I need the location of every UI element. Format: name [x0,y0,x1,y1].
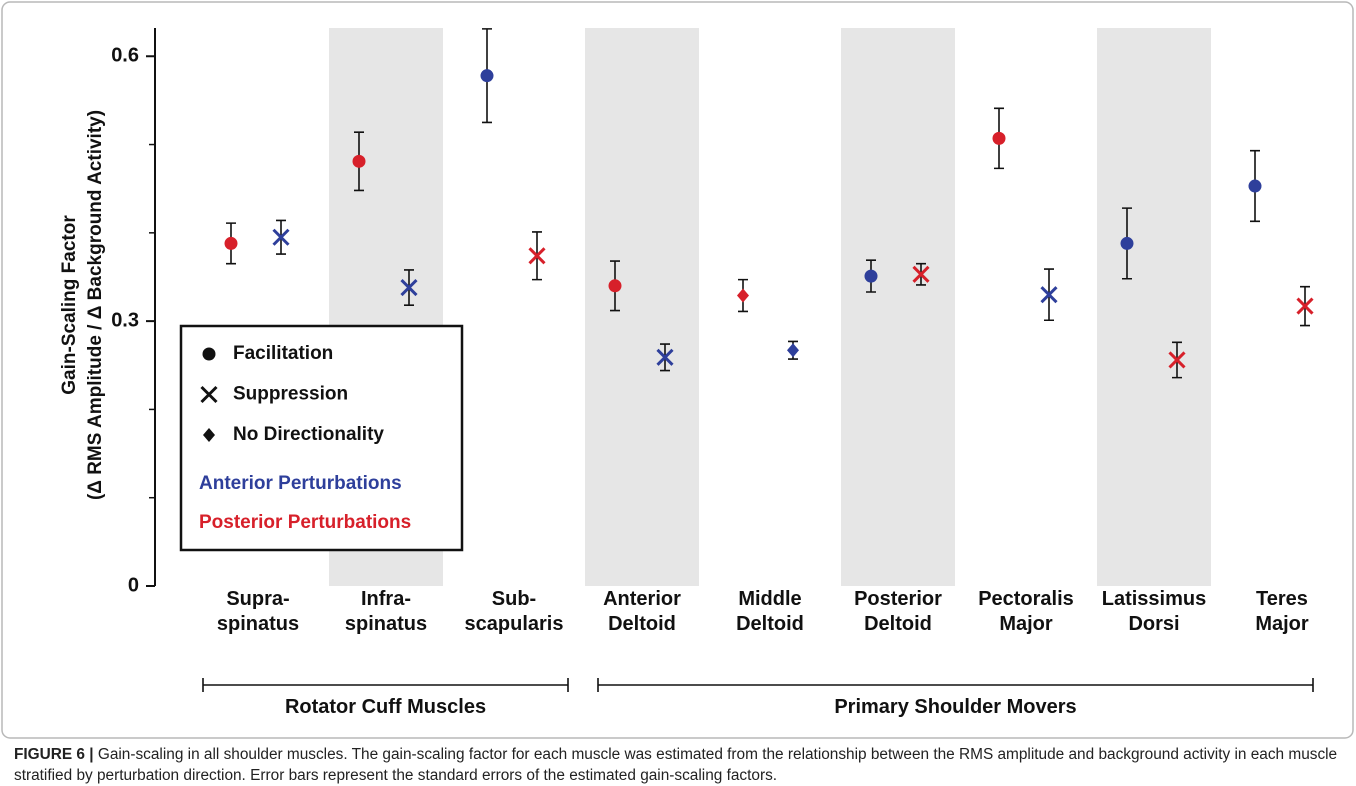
legend-label: Suppression [233,384,348,405]
legend-label: Anterior Perturbations [199,473,402,494]
caption-label: FIGURE 6 | [14,746,94,763]
marker-x [1040,286,1058,304]
caption: FIGURE 6 | Gain-scaling in all shoulder … [14,744,1339,786]
data-point [608,260,622,312]
marker-diamond [787,343,799,358]
y-axis-label: (Δ RMS Amplitude / Δ Background Activity… [85,110,106,500]
data-point [992,107,1006,170]
x-tick-label: Teres Major [1255,588,1309,635]
group-bracket [202,678,569,692]
data-point [1248,149,1262,223]
figure-frame [1,1,1354,739]
x-tick-label: Posterior Deltoid [854,588,942,635]
data-point [1120,207,1134,280]
marker-circle [1248,179,1262,193]
data-point [1296,285,1314,327]
data-point [480,28,494,124]
y-tick-label: 0 [128,574,139,596]
group-label: Primary Shoulder Movers [834,696,1077,718]
marker-circle [352,154,366,168]
y-tick-label: 0.3 [111,309,139,331]
y-tick-label: 0.6 [111,45,139,67]
marker-circle [1120,236,1134,250]
x-tick-label: Latissimus Dorsi [1101,588,1207,635]
x-tick-label: Sub- scapularis [464,588,564,635]
data-point [864,259,878,293]
legend-label: Posterior Perturbations [199,512,411,533]
marker-x [656,348,674,366]
x-tick-label: Infra- spinatus [344,588,428,635]
x-tick-label: Middle Deltoid [736,588,804,635]
x-tick-label: Supra- spinatus [216,588,300,635]
marker-circle [224,236,238,250]
y-axis-label: Gain-Scaling Factor [59,215,80,395]
marker-circle [992,131,1006,145]
x-tick-label: Pectoralis Major [978,588,1074,635]
category-band [841,28,955,586]
caption-text: Gain-scaling in all shoulder muscles. Th… [14,746,1338,784]
data-point [528,231,546,281]
marker-x [200,385,218,404]
data-point [272,219,290,255]
marker-x [1296,297,1314,315]
data-point [787,340,799,360]
data-point [912,262,930,286]
data-point [224,222,238,265]
group-label: Rotator Cuff Muscles [284,696,487,718]
legend-box [179,324,464,552]
marker-x [272,228,290,246]
marker-diamond [737,288,749,303]
marker-diamond [203,428,215,442]
data-point [737,278,749,313]
legend-label: No Directionality [233,424,384,445]
data-point [400,269,418,307]
data-point [656,343,674,372]
category-band [585,28,699,586]
marker-x [1168,351,1186,369]
marker-x [400,279,418,297]
marker-circle [608,279,622,293]
legend-label: Facilitation [233,343,333,364]
marker-circle [480,69,494,83]
category-band [1097,28,1211,586]
marker-circle [864,269,878,283]
data-point [1168,341,1186,379]
marker-x [528,247,546,265]
marker-x [912,265,930,283]
data-point [352,131,366,192]
group-bracket [597,678,1314,692]
data-point [1040,268,1058,322]
x-tick-label: Anterior Deltoid [603,588,681,635]
marker-circle [202,347,216,361]
